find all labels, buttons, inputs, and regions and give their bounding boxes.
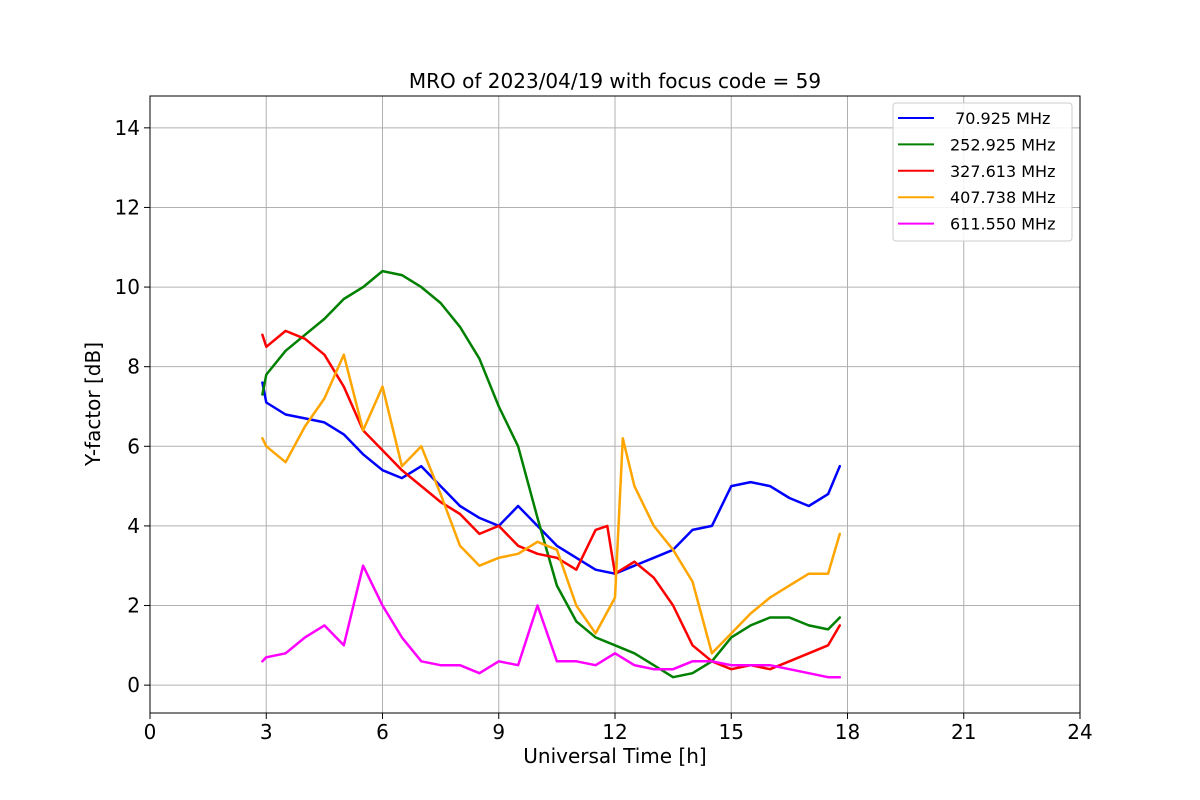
- y-tick-label: 0: [127, 673, 140, 697]
- series-line-2: [261, 329, 842, 671]
- x-tick-label: 15: [719, 720, 744, 744]
- y-tick-label: 4: [127, 514, 140, 538]
- legend-label: 252.925 MHz: [950, 135, 1055, 154]
- y-tick-label: 12: [115, 195, 140, 219]
- x-tick-label: 9: [492, 720, 505, 744]
- x-tick-label: 24: [1067, 720, 1092, 744]
- legend-label: 611.550 MHz: [950, 215, 1055, 234]
- x-tick-label: 18: [835, 720, 860, 744]
- x-axis-label: Universal Time [h]: [523, 744, 706, 768]
- series-line-3: [261, 353, 842, 655]
- y-tick-label: 14: [115, 116, 140, 140]
- legend-frame: [892, 102, 1073, 242]
- y-axis-label: Y-factor [dB]: [81, 342, 105, 467]
- x-tick-label: 3: [260, 720, 273, 744]
- legend-label: 327.613 MHz: [950, 162, 1055, 181]
- y-tick-label: 2: [127, 594, 140, 618]
- y-tick-label: 8: [127, 355, 140, 379]
- legend-label: 70.925 MHz: [950, 109, 1050, 128]
- y-tick-label: 10: [115, 275, 140, 299]
- x-tick-label: 12: [602, 720, 627, 744]
- series-line-0: [261, 381, 842, 575]
- legend: 70.925 MHz 252.925 MHz 327.613 MHz 407.738 …: [892, 102, 1073, 242]
- x-tick-label: 6: [376, 720, 389, 744]
- x-tick-label: 0: [144, 720, 157, 744]
- y-tick-label: 6: [127, 434, 140, 458]
- legend-label: 407.738 MHz: [950, 188, 1055, 207]
- series-line-4: [261, 564, 842, 679]
- series-line-1: [261, 269, 842, 679]
- chart-title: MRO of 2023/04/19 with focus code = 59: [409, 69, 821, 93]
- x-tick-label: 21: [951, 720, 976, 744]
